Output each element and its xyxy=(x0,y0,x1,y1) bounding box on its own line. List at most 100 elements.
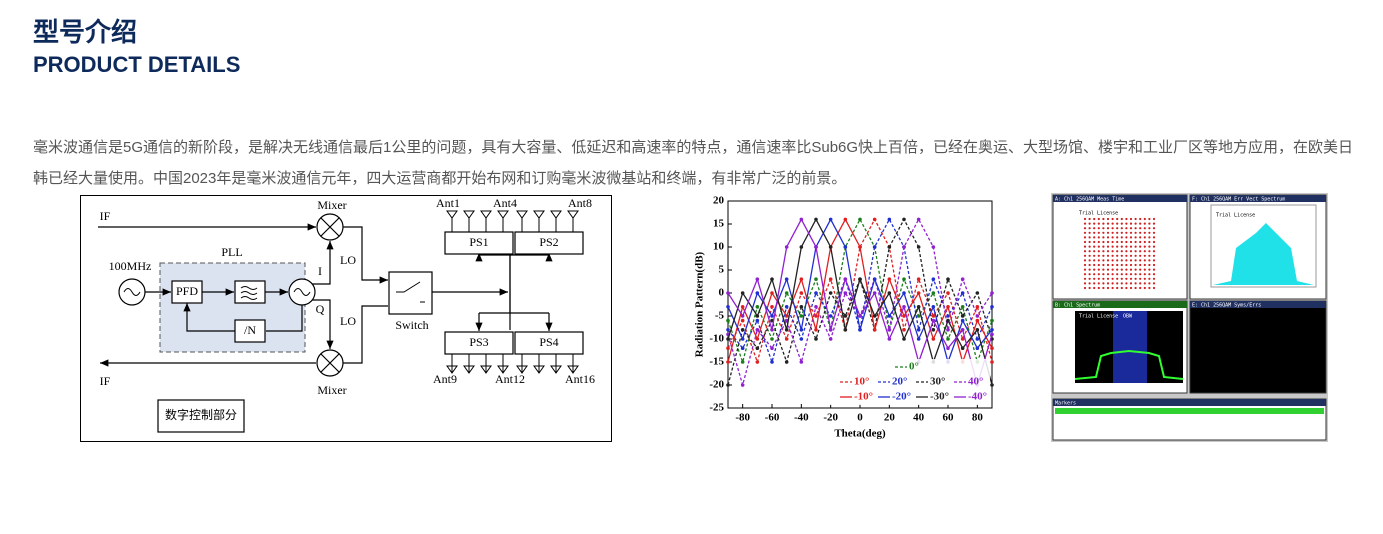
series-point xyxy=(990,328,994,332)
series-point xyxy=(814,337,818,341)
constellation-dot xyxy=(1083,273,1087,276)
series-point xyxy=(872,277,877,281)
constellation-dot xyxy=(1129,273,1133,276)
constellation-dot xyxy=(1125,250,1128,253)
y-tick-label: -15 xyxy=(709,356,724,368)
constellation-dot xyxy=(1097,231,1100,234)
series-point xyxy=(755,360,760,364)
series-point xyxy=(828,337,833,341)
diagram-label: Mixer xyxy=(317,383,346,397)
constellation-dot xyxy=(1106,245,1110,248)
constellation-dot xyxy=(1097,273,1100,276)
series-point xyxy=(740,337,745,341)
constellation-dot xyxy=(1111,240,1114,244)
constellation-dot xyxy=(1120,227,1123,230)
constellation-dot xyxy=(1106,282,1110,285)
y-tick-label: -10 xyxy=(709,333,724,345)
series-point xyxy=(975,328,980,332)
series-point xyxy=(858,328,862,332)
series-point xyxy=(740,328,745,332)
constellation-dot xyxy=(1152,273,1156,276)
constellation-dot xyxy=(1148,259,1151,262)
series-point xyxy=(902,217,906,222)
constellation-dot xyxy=(1111,227,1114,230)
constellation-dot xyxy=(1125,236,1128,239)
constellation-dot xyxy=(1139,236,1142,239)
y-tick-label: -5 xyxy=(715,310,725,322)
constellation-dot xyxy=(1120,254,1123,257)
constellation-dot xyxy=(1134,236,1137,239)
series-point xyxy=(946,305,950,309)
constellation-dot xyxy=(1111,263,1114,267)
constellation-dot xyxy=(1148,245,1151,248)
constellation-dot xyxy=(1106,222,1110,225)
antenna xyxy=(516,354,528,374)
series-point xyxy=(916,217,921,222)
constellation-dot xyxy=(1125,273,1128,276)
constellation-dot xyxy=(1129,254,1133,257)
constellation-dot xyxy=(1139,231,1142,234)
constellation-dot xyxy=(1134,245,1137,248)
constellation-dot xyxy=(1111,268,1114,271)
diagram-label: Ant1 xyxy=(436,196,460,210)
x-tick-label: 80 xyxy=(972,412,984,424)
constellation-dot xyxy=(1152,231,1156,234)
constellation-dot xyxy=(1125,277,1128,280)
series-point xyxy=(726,346,730,350)
constellation-dot xyxy=(1134,217,1137,221)
constellation-dot xyxy=(1102,273,1105,276)
diagram-label: PS4 xyxy=(539,335,558,349)
series-point xyxy=(740,314,745,318)
constellation-dot xyxy=(1093,254,1096,257)
antenna xyxy=(567,354,579,374)
section-title: 型号介绍 xyxy=(33,17,138,47)
constellation-dot xyxy=(1083,277,1087,280)
constellation-dot xyxy=(1134,240,1137,244)
diagram-label: PLL xyxy=(221,245,242,259)
constellation-dot xyxy=(1116,240,1119,244)
constellation-dot xyxy=(1116,245,1119,248)
diagram-label: Mixer xyxy=(317,198,346,212)
constellation-dot xyxy=(1129,240,1133,244)
panel-header xyxy=(1053,301,1187,308)
series-point xyxy=(726,360,730,364)
series-point xyxy=(916,291,921,295)
series-point xyxy=(975,314,980,318)
constellation-dot xyxy=(1116,227,1119,230)
constellation-dot xyxy=(1143,222,1146,225)
series-point xyxy=(872,328,877,332)
x-tick-label: -40 xyxy=(794,412,809,424)
diagram-label: IF xyxy=(100,209,111,223)
x-tick-label: -20 xyxy=(823,412,838,424)
series-point xyxy=(887,328,892,332)
legend-label: 20° xyxy=(892,376,907,388)
series-point xyxy=(902,305,906,309)
series-point xyxy=(931,277,936,281)
constellation-dot xyxy=(1143,217,1146,221)
constellation-dot xyxy=(1088,227,1091,230)
constellation-dot xyxy=(1129,231,1133,234)
constellation-dot xyxy=(1116,217,1119,221)
series-point xyxy=(960,337,965,341)
antenna xyxy=(497,354,509,374)
constellation-dot xyxy=(1134,231,1137,234)
series-point xyxy=(990,383,994,387)
marker-row xyxy=(1055,408,1324,414)
constellation-dot xyxy=(1125,259,1128,262)
constellation-dot xyxy=(1097,277,1100,280)
antenna xyxy=(567,210,579,232)
series-point xyxy=(872,217,877,222)
panel-header xyxy=(1190,195,1326,202)
constellation-dot xyxy=(1143,286,1146,290)
constellation-dot xyxy=(1097,245,1100,248)
constellation-dot xyxy=(1139,268,1142,271)
constellation-dot xyxy=(1139,222,1142,225)
constellation-dot xyxy=(1102,254,1105,257)
series-point xyxy=(784,245,789,249)
constellation-dot xyxy=(1143,236,1146,239)
y-axis-label: Radiation Pattern(dB) xyxy=(694,251,706,357)
series-point xyxy=(902,291,906,295)
diagram-label: 100MHz xyxy=(109,259,152,273)
diagram-label: IF xyxy=(100,374,111,388)
series-point xyxy=(799,328,804,332)
